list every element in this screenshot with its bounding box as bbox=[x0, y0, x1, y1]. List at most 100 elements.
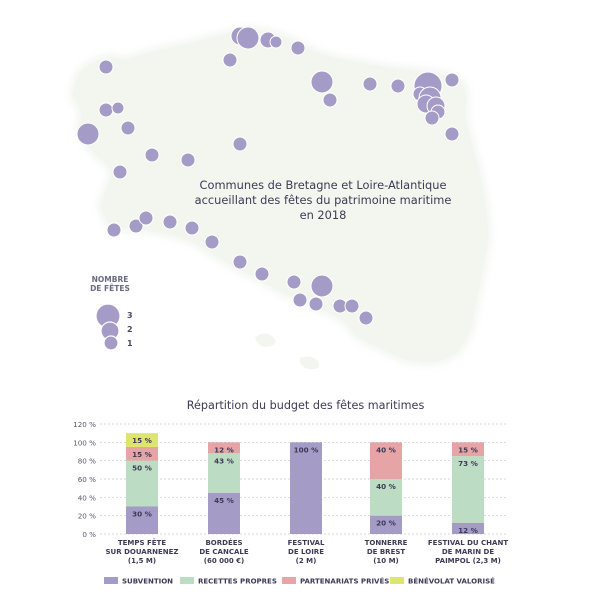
commune-bubble bbox=[76, 122, 100, 146]
commune-bubble bbox=[120, 120, 136, 136]
commune-bubble bbox=[98, 59, 114, 75]
x-tick-label: DE BREST bbox=[367, 548, 406, 556]
legend-label: RECETTES PROPRES bbox=[198, 578, 277, 586]
bar-value-label: 15 % bbox=[132, 436, 152, 445]
commune-bubble bbox=[232, 254, 248, 270]
y-tick-label: 0 % bbox=[82, 530, 96, 539]
bar-segment bbox=[452, 456, 484, 523]
x-tick-label: (2 M) bbox=[296, 557, 317, 565]
bar-value-label: 40 % bbox=[376, 445, 396, 454]
legend-label-2: 2 bbox=[127, 325, 133, 334]
bar-value-label: 50 % bbox=[132, 464, 152, 473]
bar-segment bbox=[126, 460, 158, 507]
legend-bubble-1 bbox=[103, 335, 119, 351]
legend-label-3: 3 bbox=[127, 311, 133, 320]
commune-bubble bbox=[444, 72, 460, 88]
y-tick-label: 20 % bbox=[78, 512, 96, 521]
x-tick-label: (10 M) bbox=[373, 557, 399, 565]
commune-bubble bbox=[128, 218, 144, 234]
bar-value-label: 30 % bbox=[132, 510, 152, 519]
commune-bubble bbox=[144, 147, 160, 163]
commune-bubble bbox=[424, 110, 440, 126]
commune-bubble bbox=[308, 296, 324, 312]
bar-value-label: 73 % bbox=[458, 459, 478, 468]
commune-bubble bbox=[138, 210, 154, 226]
commune-bubble bbox=[362, 76, 378, 92]
map-title-line: en 2018 bbox=[299, 208, 347, 222]
commune-bubble bbox=[180, 152, 196, 168]
commune-bubble bbox=[310, 70, 334, 94]
x-tick-label: FESTIVAL bbox=[288, 539, 325, 547]
bar-value-label: 15 % bbox=[132, 450, 152, 459]
legend-label-1: 1 bbox=[127, 339, 133, 348]
map-title-line: accueillant des fêtes du patrimoine mari… bbox=[194, 193, 452, 207]
x-tick-label: PAIMPOL (2,3 M) bbox=[435, 557, 501, 565]
bar-segment bbox=[208, 442, 240, 454]
bar-value-label: 45 % bbox=[214, 496, 234, 505]
chart-title: Répartition du budget des fêtes maritime… bbox=[186, 399, 425, 412]
commune-bubble bbox=[290, 40, 306, 56]
commune-bubble bbox=[322, 92, 338, 108]
commune-bubble bbox=[236, 26, 260, 50]
commune-bubble bbox=[162, 214, 178, 230]
commune-bubble bbox=[204, 234, 220, 250]
bars: 30 % 50 % 15 % 15 % 45 % 43 % 12 % 100 % 20 % 40 … bbox=[126, 433, 484, 535]
y-axis: 0 % 20 % 40 % 60 % 80 % 100 % 120 % bbox=[73, 420, 96, 539]
commune-bubble bbox=[358, 310, 374, 326]
commune-bubble bbox=[111, 101, 125, 115]
bar-segment bbox=[126, 446, 158, 461]
commune-bubble bbox=[444, 126, 460, 142]
brittany-land bbox=[72, 30, 488, 370]
commune-bubble bbox=[232, 136, 248, 152]
x-tick-label: TEMPS FÊTE bbox=[118, 538, 166, 547]
y-tick-label: 80 % bbox=[78, 457, 96, 466]
bar-segment bbox=[452, 442, 484, 457]
bar-segment bbox=[208, 492, 240, 534]
map-legend-title: NOMBRE DE FÊTES bbox=[78, 275, 142, 293]
bar-segment bbox=[290, 442, 322, 534]
map-legend-title-line: NOMBRE bbox=[91, 275, 129, 284]
commune-bubble bbox=[254, 266, 270, 282]
bar-value-label: 40 % bbox=[376, 482, 396, 491]
y-tick-label: 120 % bbox=[73, 420, 96, 429]
x-tick-label: (60 000 €) bbox=[204, 557, 245, 565]
bar-segment bbox=[370, 479, 402, 516]
legend-swatch bbox=[390, 577, 404, 584]
commune-bubble bbox=[106, 222, 122, 238]
x-tick-label: DE CANCALE bbox=[199, 548, 248, 556]
commune-bubble bbox=[344, 298, 360, 314]
commune-bubble bbox=[292, 292, 308, 308]
bar-segment bbox=[370, 442, 402, 479]
x-tick-label: BORDÉES bbox=[205, 538, 242, 547]
bar-value-label: 20 % bbox=[376, 519, 396, 528]
bar-value-label: 12 % bbox=[214, 445, 234, 454]
map-title: Communes de Bretagne et Loire-Atlantique… bbox=[178, 178, 468, 223]
legend-swatch bbox=[104, 577, 118, 584]
bar-segment bbox=[126, 433, 158, 447]
bar-value-label: 43 % bbox=[214, 456, 234, 465]
x-tick-label: TONNERRE bbox=[365, 539, 408, 547]
map-legend-title-line: DE FÊTES bbox=[90, 284, 130, 293]
commune-bubble bbox=[112, 164, 128, 180]
x-tick-label: FESTIVAL DU CHANT bbox=[428, 539, 508, 547]
bar-segment bbox=[370, 515, 402, 534]
y-tick-label: 40 % bbox=[78, 493, 96, 502]
legend-label: BÉNÉVOLAT VALORISÉ bbox=[408, 577, 495, 586]
x-tick-label: DE LOIRE bbox=[288, 548, 324, 556]
chart-legend: SUBVENTION RECETTES PROPRES PARTENARIATS P… bbox=[104, 577, 495, 586]
x-tick-label: (1,5 M) bbox=[128, 557, 156, 565]
bar-value-label: 15 % bbox=[458, 445, 478, 454]
map-legend-bubbles bbox=[95, 303, 121, 351]
legend-swatch bbox=[282, 577, 296, 584]
legend-swatch bbox=[180, 577, 194, 584]
bar-value-label: 100 % bbox=[294, 445, 319, 454]
commune-bubble bbox=[98, 102, 114, 118]
x-tick-label: SUR DOUARNENEZ bbox=[106, 548, 179, 556]
map-title-line: Communes de Bretagne et Loire-Atlantique bbox=[199, 178, 447, 192]
bar-segment bbox=[208, 453, 240, 493]
commune-bubbles bbox=[76, 26, 460, 326]
bar-value-label: 12 % bbox=[458, 526, 478, 535]
legend-label: PARTENARIATS PRIVÉS bbox=[300, 577, 389, 586]
legend-label: SUBVENTION bbox=[122, 578, 173, 586]
